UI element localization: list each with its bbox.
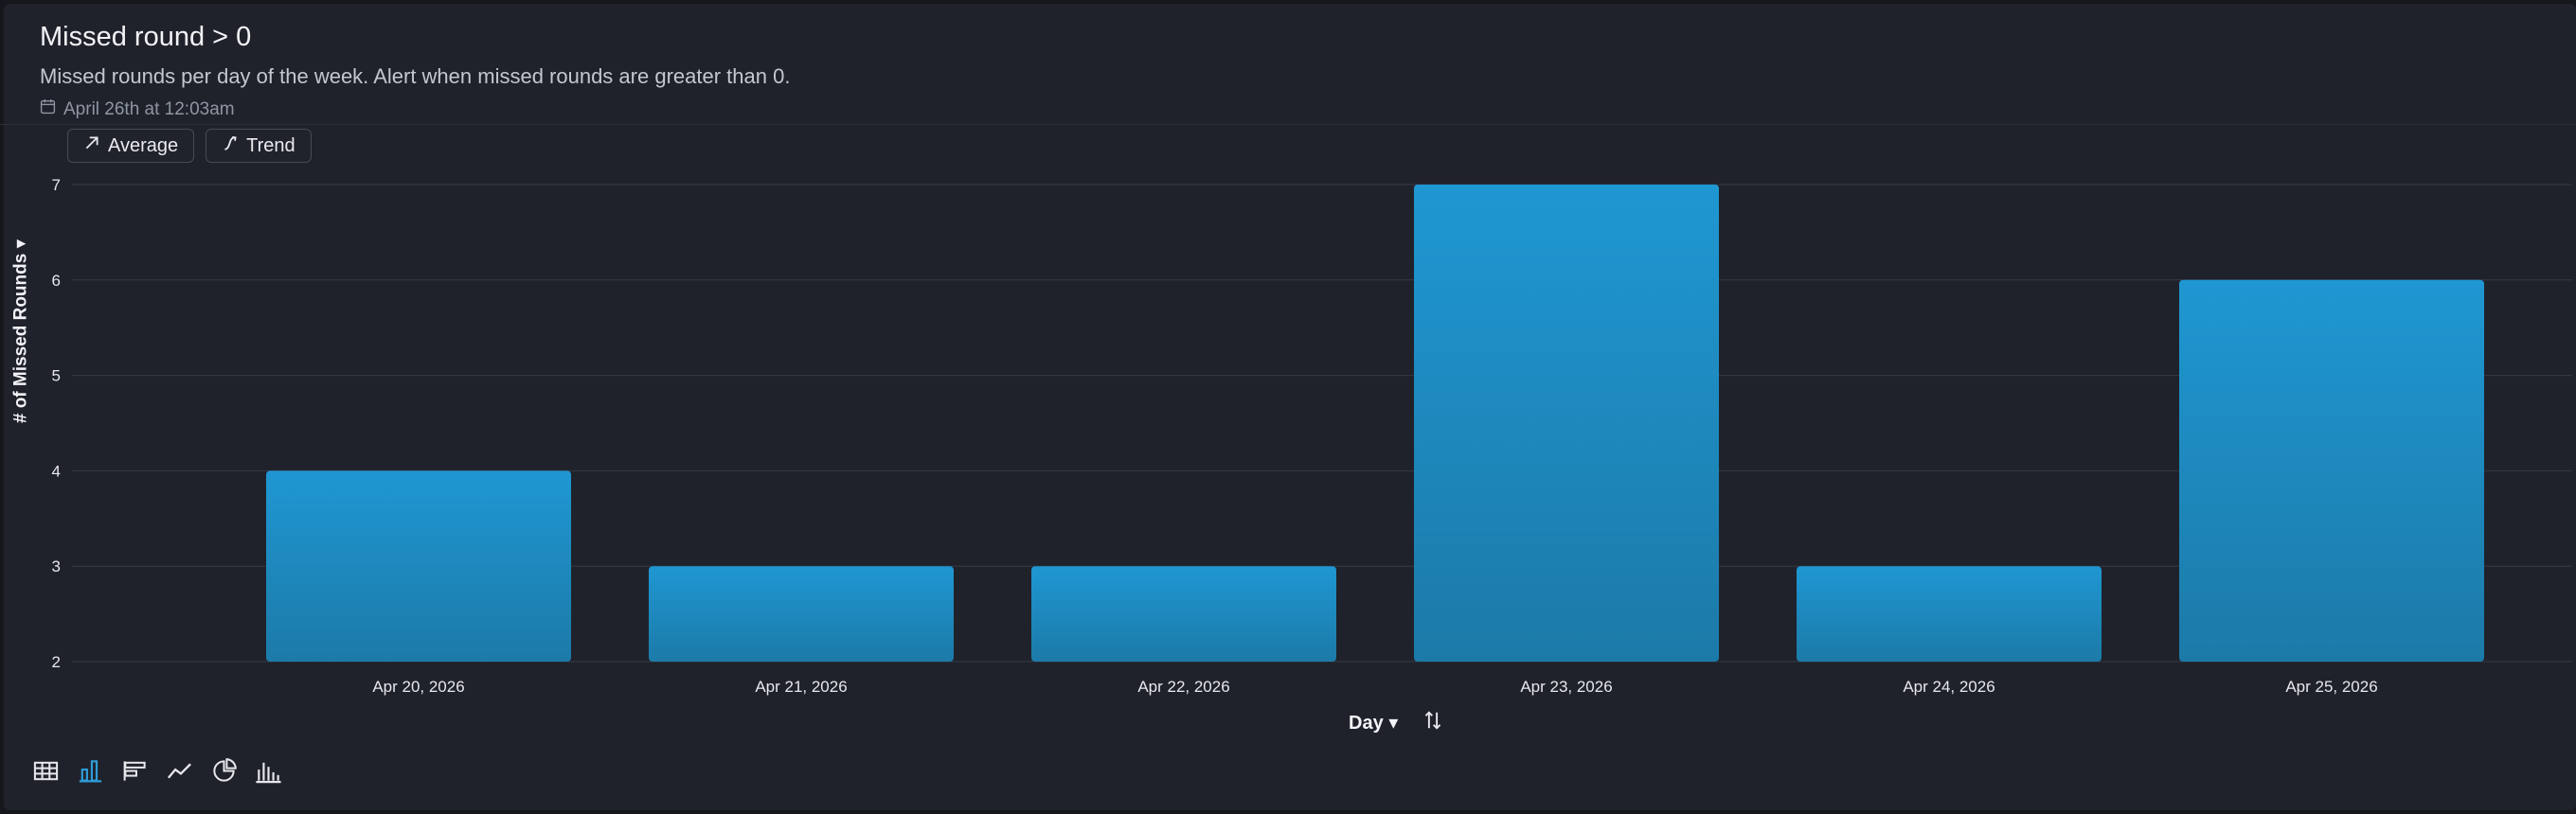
- bar[interactable]: [2179, 279, 2484, 662]
- sort-icon[interactable]: [1422, 710, 1443, 735]
- arrow-up-right-icon: [83, 134, 100, 157]
- card-header: Missed round > 0 Missed rounds per day o…: [40, 21, 790, 120]
- trend-button[interactable]: Trend: [206, 129, 312, 163]
- bar[interactable]: [649, 566, 954, 662]
- bar-chart-icon[interactable]: [77, 757, 104, 785]
- chart-card: Missed round > 0 Missed rounds per day o…: [4, 4, 2576, 810]
- x-tick-label: Apr 25, 2026: [2285, 678, 2377, 696]
- bar[interactable]: [1031, 566, 1336, 662]
- header-divider: [0, 124, 2576, 125]
- y-axis-title[interactable]: # of Missed Rounds ▾: [10, 239, 31, 424]
- card-title: Missed round > 0: [40, 22, 252, 52]
- bar-chart: 2 3 4 5 6 7 Apr 20, 2026 Apr 21, 2026 Apr 22, 2…: [52, 176, 2572, 696]
- x-tick-label: Apr 23, 2026: [1520, 678, 1612, 696]
- y-tick-label: 2: [52, 653, 61, 671]
- timestamp: April 26th at 12:03am: [40, 98, 790, 120]
- y-tick-label: 6: [52, 272, 61, 290]
- line-chart-icon[interactable]: [166, 757, 193, 785]
- visualization-switcher: [32, 757, 282, 785]
- card-subtitle: Missed rounds per day of the week. Alert…: [40, 64, 791, 88]
- timestamp-text: April 26th at 12:03am: [63, 98, 235, 119]
- x-tick-label: Apr 20, 2026: [372, 678, 464, 696]
- y-tick-label: 5: [52, 367, 61, 385]
- average-button[interactable]: Average: [67, 129, 195, 163]
- average-label: Average: [108, 134, 179, 156]
- y-tick-label: 3: [52, 557, 61, 575]
- chart-toolbar: Average Trend: [67, 129, 312, 163]
- x-tick-label: Apr 22, 2026: [1137, 678, 1229, 696]
- histogram-icon[interactable]: [255, 757, 282, 785]
- trend-label: Trend: [246, 134, 295, 156]
- x-tick-label: Apr 24, 2026: [1903, 678, 1995, 696]
- x-axis-title[interactable]: Day ▾: [1349, 713, 1399, 734]
- bar[interactable]: [1414, 185, 1719, 662]
- calendar-icon: [40, 98, 56, 120]
- bar[interactable]: [1797, 566, 2102, 662]
- table-icon[interactable]: [32, 757, 60, 785]
- y-tick-label: 4: [52, 462, 61, 480]
- pie-chart-icon[interactable]: [210, 757, 238, 785]
- bar[interactable]: [266, 470, 571, 662]
- trend-icon: [222, 134, 239, 157]
- x-axis-controls: Day ▾: [1349, 710, 1443, 735]
- x-tick-label: Apr 21, 2026: [755, 678, 847, 696]
- horizontal-bar-icon[interactable]: [121, 757, 149, 785]
- y-tick-label: 7: [52, 176, 61, 194]
